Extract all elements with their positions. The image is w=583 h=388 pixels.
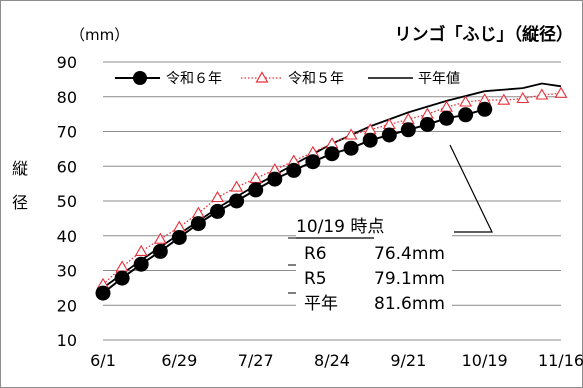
r6-point [305, 154, 321, 170]
callout-normal-value: 81.6mm [374, 294, 445, 314]
r5-point [344, 128, 358, 140]
r6-point [171, 230, 187, 245]
r6-point [229, 193, 245, 209]
r6-point [210, 203, 225, 219]
y-tick-label: 30 [57, 262, 77, 281]
r6-point [439, 110, 454, 126]
x-tick-label: 9/21 [390, 351, 426, 370]
x-tick-label: 10/19 [462, 351, 508, 370]
unit-label: （mm） [70, 26, 129, 44]
r6-point [362, 132, 378, 148]
r6-point [419, 117, 435, 132]
r6-point [267, 171, 283, 187]
y-axis-label-1: 縦 [12, 159, 28, 178]
r6-point [324, 146, 340, 162]
x-tick-label: 6/29 [161, 351, 197, 370]
r6-point [190, 216, 206, 232]
r6-point [152, 243, 168, 259]
callout-heading: 10/19 時点 [296, 217, 384, 237]
y-tick-label: 80 [57, 88, 77, 107]
callout-r5-value: 79.1mm [374, 269, 445, 289]
y-tick-label: 40 [57, 227, 77, 246]
r6-point [458, 107, 474, 123]
callout-box [296, 214, 452, 316]
legend-r5-marker [255, 71, 269, 83]
r5-point [497, 93, 511, 105]
y-tick-label: 20 [57, 296, 77, 315]
r6-point [286, 162, 302, 178]
r6-point [114, 270, 130, 286]
legend-r5-label: 令和５年 [288, 71, 344, 87]
y-tick-label: 90 [57, 53, 77, 72]
r5-point [535, 88, 549, 100]
legend-normal-label: 平年値 [418, 71, 460, 87]
legend-r6-label: 令和６年 [166, 71, 222, 87]
callout-r6-value: 76.4mm [374, 244, 445, 264]
r5-point [554, 86, 568, 98]
x-tick-label: 11/16 [538, 351, 583, 370]
r5-point [516, 91, 530, 104]
chart-title: リンゴ「ふじ」（縦径） [395, 24, 574, 45]
r6-point [133, 256, 149, 272]
series-layer [95, 82, 568, 301]
annotation-callout: 10/19 時点 R6 76.4mm R5 79.1mm 平年 81.6mm [288, 144, 493, 316]
r5-point [230, 180, 244, 192]
x-tick-labels: 6/1 6/29 7/27 8/24 9/21 10/19 11/16 [90, 351, 583, 370]
y-tick-labels: 10 20 30 40 50 60 70 80 90 [57, 53, 77, 350]
y-tick-label: 60 [57, 157, 77, 176]
callout-normal-label: 平年 [304, 294, 338, 314]
x-tick-label: 6/1 [90, 351, 116, 370]
legend-r6-marker [133, 71, 147, 85]
y-tick-label: 10 [57, 331, 77, 350]
r6-point [95, 285, 111, 301]
callout-r6-label: R6 [304, 244, 327, 264]
r5-point [211, 190, 224, 203]
r6-point [343, 140, 359, 156]
y-tick-label: 50 [57, 192, 77, 211]
r5-point [153, 232, 167, 244]
r6-point [477, 101, 493, 117]
r6-point [248, 182, 264, 198]
r5-point [459, 95, 473, 107]
r6-point [400, 122, 416, 138]
legend: 令和６年 令和５年 平年値 [115, 71, 460, 87]
r5-point [134, 244, 148, 256]
x-tick-label: 8/24 [314, 351, 350, 370]
callout-leader-line [449, 144, 493, 233]
callout-r5-label: R5 [304, 269, 327, 289]
y-tick-label: 70 [57, 123, 77, 142]
r6-point [381, 127, 397, 143]
x-tick-label: 7/27 [238, 351, 274, 370]
y-axis-label-2: 径 [12, 193, 28, 212]
